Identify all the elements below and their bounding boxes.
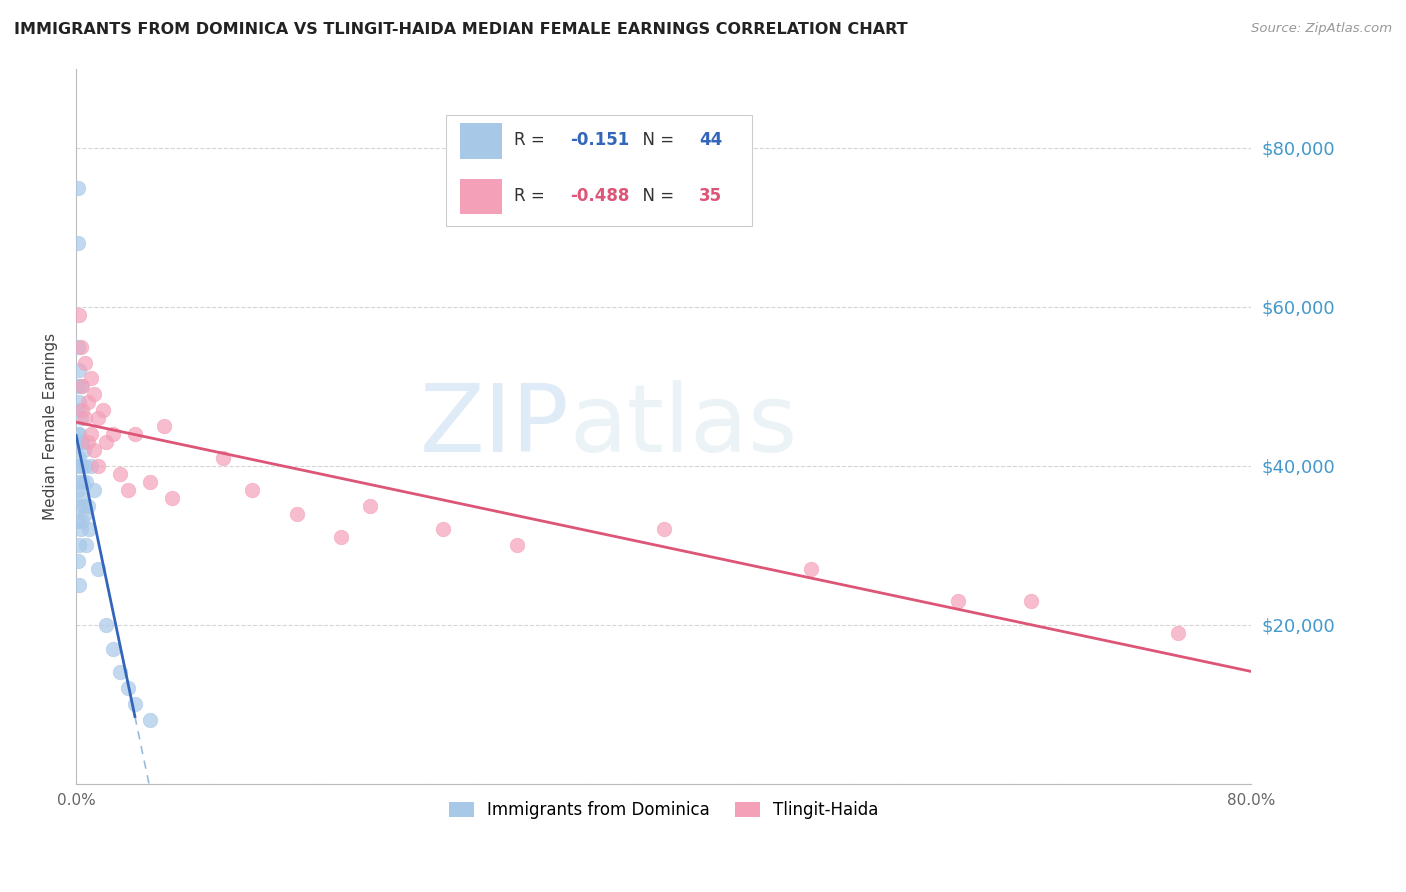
Text: N =: N = — [633, 186, 679, 205]
Text: 44: 44 — [699, 131, 723, 149]
Point — [87, 411, 110, 425]
Point — [70, 475, 93, 489]
Point — [124, 427, 146, 442]
Point — [66, 379, 89, 393]
Point — [83, 483, 105, 497]
Point — [67, 499, 90, 513]
Point — [70, 379, 93, 393]
Point — [69, 523, 91, 537]
Point — [69, 458, 91, 473]
Point — [153, 419, 176, 434]
FancyBboxPatch shape — [460, 123, 502, 159]
Point — [75, 538, 97, 552]
Point — [67, 475, 90, 489]
Point — [329, 530, 352, 544]
Point — [67, 427, 90, 442]
Point — [87, 458, 110, 473]
Y-axis label: Median Female Earnings: Median Female Earnings — [44, 333, 58, 520]
Point — [242, 483, 264, 497]
Point — [66, 515, 89, 529]
Point — [83, 442, 105, 457]
Text: atlas: atlas — [569, 380, 799, 472]
Point — [73, 507, 96, 521]
Point — [73, 458, 96, 473]
Point — [66, 483, 89, 497]
Point — [69, 340, 91, 354]
Point — [73, 355, 96, 369]
Point — [70, 403, 93, 417]
Point — [94, 617, 117, 632]
Point — [67, 578, 90, 592]
Point — [77, 435, 100, 450]
Point — [124, 698, 146, 712]
Text: 35: 35 — [699, 186, 723, 205]
Point — [75, 475, 97, 489]
Point — [160, 491, 183, 505]
Point — [66, 236, 89, 251]
Text: R =: R = — [515, 186, 551, 205]
Text: Source: ZipAtlas.com: Source: ZipAtlas.com — [1251, 22, 1392, 36]
Point — [652, 523, 675, 537]
Point — [110, 665, 132, 680]
Point — [70, 515, 93, 529]
Point — [70, 435, 93, 450]
Text: ZIP: ZIP — [420, 380, 569, 472]
Point — [91, 403, 114, 417]
Point — [69, 411, 91, 425]
Point — [212, 450, 235, 465]
Point — [67, 308, 90, 322]
Point — [83, 387, 105, 401]
Text: N =: N = — [633, 131, 679, 149]
Point — [94, 435, 117, 450]
Point — [110, 467, 132, 481]
Point — [66, 427, 89, 442]
Point — [66, 403, 89, 417]
Point — [285, 507, 308, 521]
Text: -0.488: -0.488 — [569, 186, 628, 205]
Point — [66, 458, 89, 473]
Point — [67, 450, 90, 465]
Point — [66, 554, 89, 568]
Point — [432, 523, 454, 537]
Point — [138, 475, 160, 489]
Point — [359, 499, 381, 513]
Text: R =: R = — [515, 131, 551, 149]
Point — [69, 379, 91, 393]
Point — [117, 681, 139, 696]
Point — [69, 491, 91, 505]
Point — [69, 435, 91, 450]
Point — [66, 180, 89, 194]
Point — [506, 538, 529, 552]
Point — [77, 499, 100, 513]
Point — [67, 538, 90, 552]
Point — [67, 395, 90, 409]
Point — [117, 483, 139, 497]
FancyBboxPatch shape — [446, 115, 752, 226]
FancyBboxPatch shape — [460, 178, 502, 214]
Text: -0.151: -0.151 — [569, 131, 628, 149]
Point — [138, 713, 160, 727]
Text: IMMIGRANTS FROM DOMINICA VS TLINGIT-HAIDA MEDIAN FEMALE EARNINGS CORRELATION CHA: IMMIGRANTS FROM DOMINICA VS TLINGIT-HAID… — [14, 22, 908, 37]
Point — [946, 594, 969, 608]
Point — [77, 395, 100, 409]
Point — [80, 371, 103, 385]
Point — [67, 363, 90, 377]
Point — [80, 458, 103, 473]
Point — [87, 562, 110, 576]
Point — [66, 340, 89, 354]
Point — [72, 499, 94, 513]
Point — [79, 523, 101, 537]
Point — [101, 641, 124, 656]
Point — [72, 442, 94, 457]
Point — [73, 411, 96, 425]
Point — [80, 427, 103, 442]
Legend: Immigrants from Dominica, Tlingit-Haida: Immigrants from Dominica, Tlingit-Haida — [441, 794, 886, 825]
Point — [1019, 594, 1042, 608]
Point — [101, 427, 124, 442]
Point — [800, 562, 823, 576]
Point — [1167, 625, 1189, 640]
